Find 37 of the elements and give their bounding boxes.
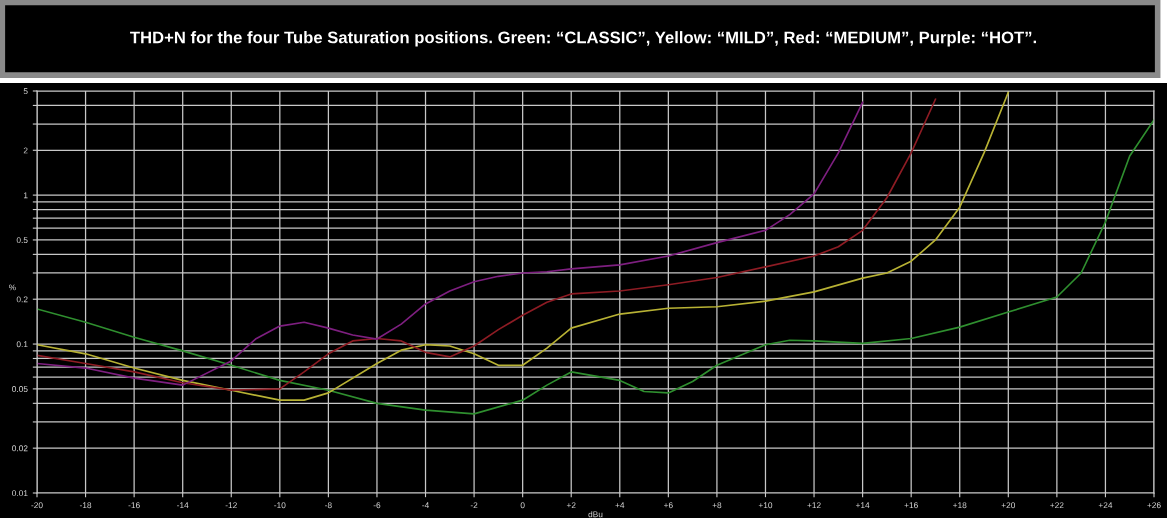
y-tick-label: 2: [23, 147, 28, 154]
x-tick-label: +26: [1147, 502, 1161, 509]
y-tick-label: 0.5: [16, 237, 28, 244]
x-tick-label: -8: [325, 502, 332, 509]
x-tick-label: -12: [225, 502, 237, 509]
y-tick-label: 0.1: [16, 341, 28, 348]
x-tick-label: +6: [664, 502, 673, 509]
x-tick-label: +12: [807, 502, 821, 509]
x-tick-label: -4: [422, 502, 429, 509]
x-tick-label: -6: [373, 502, 381, 509]
y-tick-label: 0.2: [16, 296, 28, 303]
x-tick-label: +22: [1050, 502, 1064, 509]
x-tick-label: +14: [855, 502, 870, 509]
x-tick-label: +8: [712, 502, 722, 509]
x-tick-label: -20: [31, 502, 43, 509]
x-tick-label: +20: [1001, 502, 1016, 509]
x-axis-title: dBu: [588, 511, 603, 518]
x-tick-label: -18: [79, 502, 92, 509]
y-tick-label: 0.01: [12, 490, 28, 497]
x-tick-label: +18: [953, 502, 967, 509]
x-tick-label: +2: [566, 502, 576, 509]
y-tick-label: 5: [23, 88, 28, 95]
x-tick-label: +10: [758, 502, 773, 509]
x-tick-label: -2: [470, 502, 478, 509]
x-tick-label: -16: [128, 502, 140, 509]
x-tick-label: -10: [274, 502, 286, 509]
y-tick-label: 1: [23, 192, 28, 199]
line-series: [37, 119, 1154, 415]
chart-title: THD+N for the four Tube Saturation positions. Green: “CLASSIC”, Yellow: “MILD”, Red: “MEDIUM”, Purple: “HOT”.: [130, 31, 1037, 47]
x-tick-label: +16: [904, 502, 918, 509]
y-axis-title: %: [9, 284, 16, 291]
x-tick-label: +4: [615, 502, 625, 509]
x-tick-label: +24: [1098, 502, 1113, 509]
y-tick-label: 0.02: [12, 445, 28, 452]
x-tick-label: 0: [520, 502, 525, 509]
y-tick-label: 0.05: [12, 386, 28, 392]
x-tick-label: -14: [177, 502, 189, 509]
